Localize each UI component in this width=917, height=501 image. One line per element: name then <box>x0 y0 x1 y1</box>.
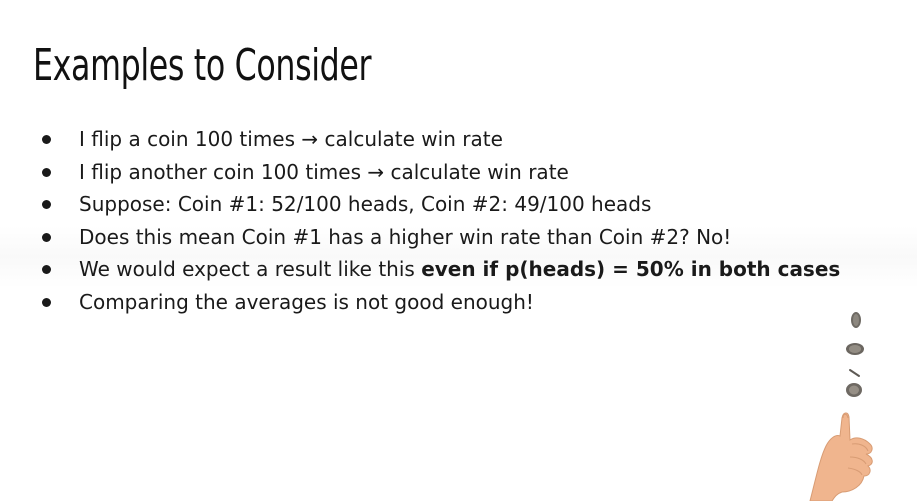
bullet-dot <box>42 232 51 242</box>
bullet-dot <box>42 135 51 144</box>
bullet-text: Suppose: Coin #1: 52/100 heads, Coin #2:… <box>79 192 652 217</box>
bullet-text: Does this mean Coin #1 has a higher win … <box>79 224 732 249</box>
coin-flip-hand-icon <box>809 312 873 501</box>
bullet-list: I flip a coin 100 times → calculate win … <box>38 123 840 319</box>
bullet-text: We would expect a result like this <box>79 257 422 282</box>
bullet-dot <box>42 167 51 177</box>
bullet-item: Does this mean Coin #1 has a higher win … <box>38 221 840 254</box>
bullet-text: I flip another coin 100 times → calculat… <box>79 159 569 184</box>
bullet-dot <box>42 297 51 307</box>
bullet-dot <box>42 200 51 210</box>
bullet-bold-text: even if p(heads) = 50% in both cases <box>421 257 841 282</box>
coin-icon <box>846 343 864 355</box>
coin-icon <box>849 369 860 377</box>
bullet-text: Comparing the averages is not good enoug… <box>79 289 534 314</box>
slide-title: Examples to Consider <box>33 40 372 91</box>
background-band <box>0 226 917 288</box>
bullet-item: We would expect a result like this even … <box>38 253 840 286</box>
bullet-item: I flip another coin 100 times → calculat… <box>38 156 840 189</box>
coin-icon <box>851 312 861 328</box>
bullet-item: Comparing the averages is not good enoug… <box>38 286 840 319</box>
hand-icon <box>809 412 873 501</box>
bullet-item: Suppose: Coin #1: 52/100 heads, Coin #2:… <box>38 188 840 221</box>
bullet-item: I flip a coin 100 times → calculate win … <box>38 123 840 156</box>
coin-icon <box>846 383 862 397</box>
bullet-dot <box>42 265 51 275</box>
bullet-text: I flip a coin 100 times → calculate win … <box>79 127 503 151</box>
